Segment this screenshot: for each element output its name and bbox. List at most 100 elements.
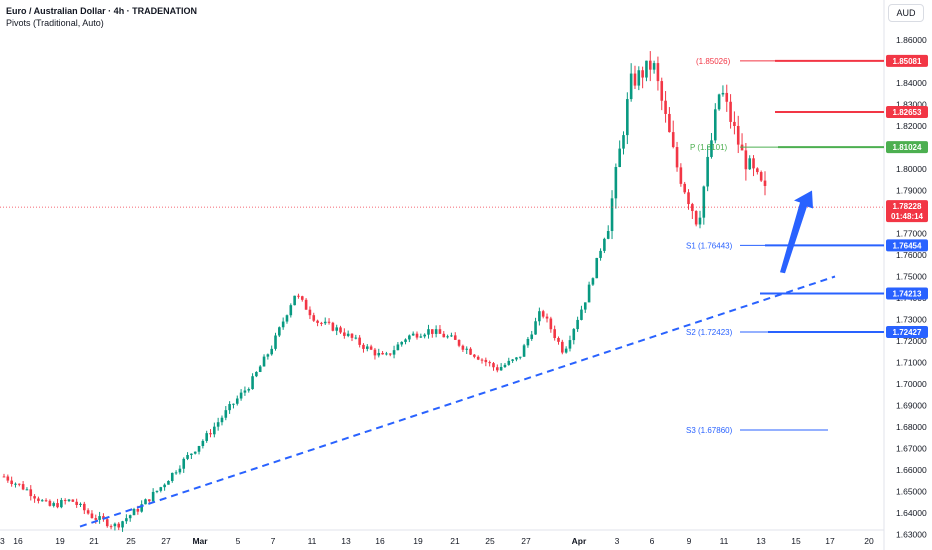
candle-body xyxy=(591,278,595,285)
candle-body xyxy=(476,356,480,360)
candle-body xyxy=(526,338,530,346)
currency-button[interactable]: AUD xyxy=(888,4,924,22)
candle-body xyxy=(75,501,78,505)
y-tick-label: 1.84000 xyxy=(896,78,927,88)
candle-body xyxy=(645,60,648,78)
candle-body xyxy=(469,348,472,355)
candle-body xyxy=(530,334,534,339)
candle-body xyxy=(717,94,721,110)
y-tick-label: 1.83000 xyxy=(896,100,927,110)
candle-body xyxy=(365,346,369,349)
y-tick-label: 1.71000 xyxy=(896,358,927,368)
candle-body xyxy=(281,321,285,328)
candle-body xyxy=(568,340,572,349)
candle-body xyxy=(434,329,438,334)
candle-body xyxy=(144,499,147,505)
candle-body xyxy=(213,426,216,435)
candle-body xyxy=(465,348,469,350)
pivot-tag-bg-r3 xyxy=(886,54,928,67)
candle-body xyxy=(698,217,702,225)
pivot-label-r3: (1.85026) xyxy=(696,57,731,66)
candle-body xyxy=(408,335,411,340)
y-tick-label: 1.70000 xyxy=(896,379,927,389)
forecast-arrow-shape xyxy=(780,190,813,274)
trendline xyxy=(79,275,836,528)
candle-body xyxy=(713,109,717,141)
candle-body xyxy=(446,336,449,338)
candle-body xyxy=(507,360,511,365)
candle-body xyxy=(285,315,289,322)
candle-body xyxy=(216,422,220,427)
candle-body xyxy=(583,302,587,310)
candle-body xyxy=(178,468,182,473)
candle-body xyxy=(86,510,90,514)
candle-body xyxy=(67,499,71,502)
candle-body xyxy=(270,348,273,355)
candle-body xyxy=(641,70,644,78)
x-tick-label: 13 xyxy=(756,536,766,546)
candle-body xyxy=(128,515,132,519)
y-tick-label: 1.66000 xyxy=(896,465,927,475)
pivot-tag-s1b: 1.74213 xyxy=(893,289,922,298)
candle-body xyxy=(362,344,365,349)
candle-body xyxy=(117,523,121,528)
candle-body xyxy=(350,333,354,338)
candle-body xyxy=(33,496,36,499)
x-tick-label: 13 xyxy=(341,536,351,546)
candle-body xyxy=(744,150,748,170)
x-tick-label: 16 xyxy=(375,536,385,546)
x-tick-label: 6 xyxy=(650,536,655,546)
indicator-label[interactable]: Pivots (Traditional, Auto) xyxy=(6,18,104,28)
candle-body xyxy=(90,513,94,519)
x-tick-label: Apr xyxy=(572,536,587,546)
candle-body xyxy=(354,337,358,339)
y-tick-label: 1.80000 xyxy=(896,164,927,174)
candle-body xyxy=(56,503,59,508)
candle-body xyxy=(561,341,564,353)
candle-body xyxy=(580,309,583,320)
candle-body xyxy=(392,350,396,355)
candle-body xyxy=(297,295,300,297)
candle-body xyxy=(182,458,186,469)
candle-body xyxy=(385,353,388,355)
countdown-tag: 01:48:14 xyxy=(891,212,924,221)
candle-body xyxy=(304,299,308,310)
candle-body xyxy=(637,70,641,86)
candle-body xyxy=(622,135,625,149)
candle-body xyxy=(492,363,495,368)
candle-body xyxy=(17,483,21,485)
candle-body xyxy=(358,337,361,345)
candle-body xyxy=(243,390,247,393)
candle-body xyxy=(2,476,6,478)
candle-body xyxy=(725,92,729,102)
candle-body xyxy=(262,356,266,367)
y-tick-label: 1.76000 xyxy=(896,250,927,260)
candle-body xyxy=(300,296,304,300)
candle-body xyxy=(683,183,686,193)
candle-body xyxy=(343,332,346,336)
forecast-arrow xyxy=(780,190,813,274)
candle-body xyxy=(113,523,117,527)
candle-body xyxy=(14,483,17,485)
candle-body xyxy=(83,503,86,511)
candle-body xyxy=(679,167,683,184)
candle-body xyxy=(220,417,224,423)
y-tick-label: 1.67000 xyxy=(896,444,927,454)
x-tick-label: 7 xyxy=(271,536,276,546)
y-tick-label: 1.69000 xyxy=(896,401,927,411)
candle-body xyxy=(289,305,293,316)
candle-body xyxy=(174,472,178,474)
x-tick-label: 27 xyxy=(521,536,531,546)
x-tick-label: 11 xyxy=(720,536,729,546)
candle-body xyxy=(736,125,740,145)
x-tick-label: 11 xyxy=(308,536,317,546)
candle-body xyxy=(518,356,522,358)
candle-body xyxy=(423,334,426,337)
candle-body xyxy=(335,327,338,331)
candle-body xyxy=(431,329,434,334)
pivot-tag-bg-s1 xyxy=(886,239,928,252)
candle-body xyxy=(136,509,140,512)
candle-body xyxy=(155,490,159,492)
pivot-tag-bg-r2 xyxy=(886,106,928,119)
